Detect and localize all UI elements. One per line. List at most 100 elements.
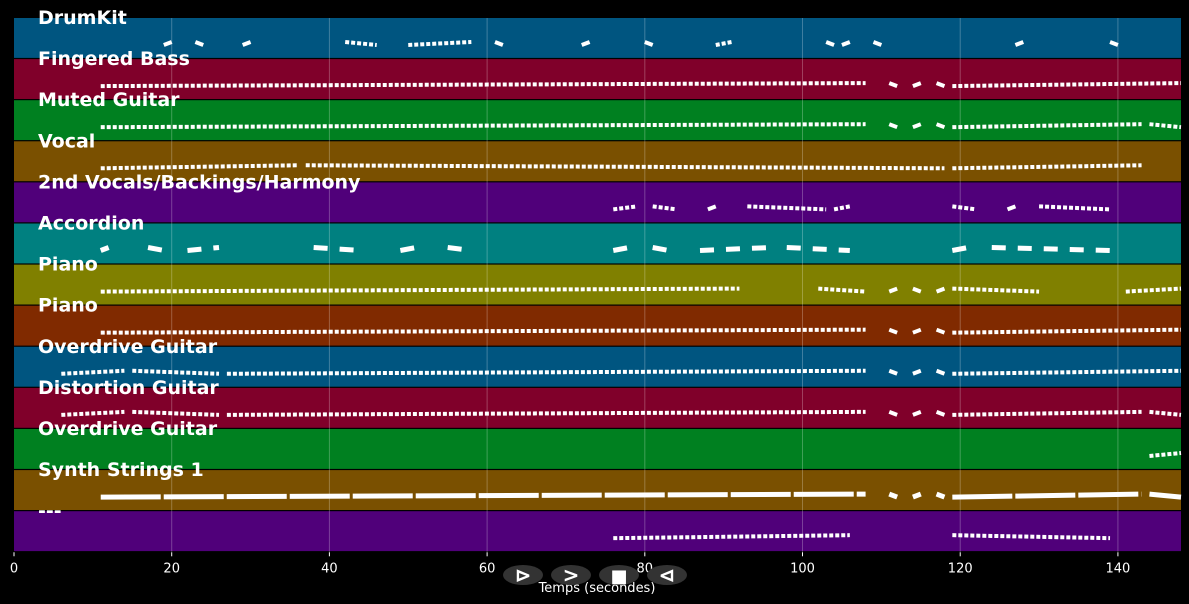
note-segment bbox=[652, 245, 669, 253]
note-segment bbox=[1006, 204, 1017, 212]
note-segment bbox=[952, 286, 1040, 294]
track-lane bbox=[14, 305, 1181, 346]
x-tick-label: 140 bbox=[1106, 561, 1131, 576]
track-lane bbox=[14, 511, 1181, 552]
note-segment bbox=[1149, 450, 1182, 458]
note-segment bbox=[1109, 40, 1119, 47]
track-label: Synth Strings 1 bbox=[38, 459, 204, 481]
track-lane bbox=[14, 223, 1181, 264]
note-segment bbox=[952, 163, 1142, 171]
note-segment bbox=[912, 368, 922, 376]
track-label: Piano bbox=[38, 254, 98, 276]
note-segment bbox=[935, 327, 946, 335]
note-segment bbox=[644, 40, 654, 47]
track-lane bbox=[14, 346, 1181, 387]
track-label: Overdrive Guitar bbox=[38, 418, 218, 440]
note-segment bbox=[1149, 122, 1182, 130]
note-segment bbox=[952, 204, 977, 212]
note-segment bbox=[888, 327, 898, 335]
note-segment bbox=[952, 327, 1182, 335]
back-button[interactable]: ⊲ bbox=[647, 563, 687, 587]
note-segment bbox=[747, 204, 827, 212]
stop-button[interactable]: ■ bbox=[599, 565, 639, 587]
note-segment bbox=[494, 40, 504, 47]
grid-lines bbox=[171, 18, 1119, 553]
note-segment bbox=[305, 163, 945, 171]
x-axis-title: Temps (secondes) bbox=[538, 581, 656, 596]
note-segment bbox=[613, 533, 850, 541]
note-segment bbox=[1149, 491, 1182, 500]
track-label: --- bbox=[38, 500, 62, 522]
x-tick-label: 60 bbox=[479, 561, 496, 576]
note-segment bbox=[888, 491, 899, 500]
track-label: Fingered Bass bbox=[38, 48, 190, 70]
note-segment bbox=[344, 39, 377, 47]
track-labels: DrumKit Fingered Bass Muted Guitar Vocal 2nd… bbox=[38, 7, 361, 522]
track-label: 2nd Vocals/Backings/Harmony bbox=[38, 171, 361, 193]
note-segment bbox=[935, 81, 946, 88]
note-segment bbox=[912, 81, 922, 88]
note-segment bbox=[100, 81, 866, 89]
note-segment bbox=[61, 409, 125, 417]
note-segment bbox=[952, 81, 1182, 89]
note-segment bbox=[1125, 286, 1182, 294]
note-segment bbox=[1014, 40, 1025, 47]
note-segment bbox=[132, 409, 220, 417]
stop-icon: ■ bbox=[610, 566, 627, 587]
note-segment bbox=[699, 244, 772, 253]
note-segment bbox=[952, 122, 1142, 130]
note-segment bbox=[1149, 409, 1182, 417]
x-axis: 0 20 40 60 80 100 120 140 bbox=[10, 552, 1130, 576]
note-segment bbox=[163, 40, 173, 47]
note-segment bbox=[612, 245, 630, 253]
note-segment bbox=[132, 368, 220, 376]
note-segment bbox=[912, 491, 922, 500]
note-segment bbox=[888, 368, 898, 376]
note-segment bbox=[399, 245, 417, 253]
track-lane bbox=[14, 429, 1181, 469]
track-label: Overdrive Guitar bbox=[38, 336, 218, 358]
track-label: Vocal bbox=[38, 130, 95, 152]
note-segment bbox=[613, 204, 638, 212]
note-segment bbox=[100, 163, 298, 171]
note-segment bbox=[100, 327, 866, 335]
note-segment bbox=[952, 409, 1142, 417]
note-segment bbox=[888, 410, 898, 417]
note-segment bbox=[313, 244, 362, 253]
note-segment bbox=[888, 122, 898, 130]
note-layer bbox=[61, 39, 1182, 541]
note-segment bbox=[194, 40, 204, 47]
note-segment bbox=[226, 409, 866, 417]
x-tick-label: 100 bbox=[790, 561, 815, 576]
track-label: DrumKit bbox=[38, 7, 127, 29]
track-label: Accordion bbox=[38, 213, 144, 235]
note-segment bbox=[888, 286, 898, 294]
note-segment bbox=[408, 39, 472, 47]
play-button[interactable]: ⊳ bbox=[503, 563, 543, 587]
track-lane bbox=[14, 387, 1181, 428]
note-segment bbox=[100, 122, 866, 130]
note-segment bbox=[100, 286, 740, 294]
track-lane bbox=[14, 59, 1181, 99]
note-segment bbox=[912, 122, 922, 130]
track-lane bbox=[14, 470, 1181, 510]
note-segment bbox=[841, 40, 851, 47]
track-lane bbox=[14, 182, 1181, 223]
x-tick-label: 40 bbox=[321, 561, 338, 576]
note-segment bbox=[241, 40, 252, 47]
track-lane bbox=[14, 100, 1181, 141]
note-segment bbox=[935, 491, 946, 500]
note-segment bbox=[825, 40, 835, 47]
track-lanes bbox=[14, 18, 1181, 552]
note-segment bbox=[833, 204, 851, 212]
x-tick-label: 0 bbox=[10, 561, 18, 576]
note-segment bbox=[912, 327, 922, 335]
track-label: Muted Guitar bbox=[38, 89, 180, 111]
note-segment bbox=[951, 245, 969, 253]
forward-button[interactable]: > bbox=[551, 563, 591, 587]
note-segment bbox=[187, 244, 220, 253]
note-segment bbox=[447, 245, 472, 253]
note-segment bbox=[991, 244, 1111, 253]
note-segment bbox=[581, 40, 591, 47]
